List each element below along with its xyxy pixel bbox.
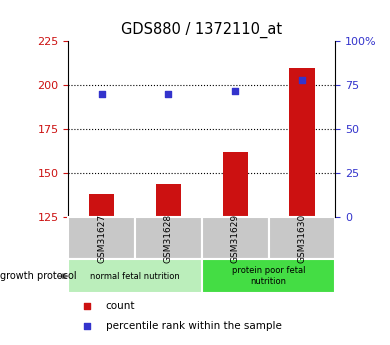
Bar — [289, 68, 315, 217]
Bar — [135, 217, 202, 259]
Point — [84, 303, 90, 308]
Point — [165, 91, 172, 97]
Bar — [89, 195, 114, 217]
Bar — [202, 217, 269, 259]
Text: growth protocol: growth protocol — [0, 271, 76, 281]
Text: protein poor fetal
nutrition: protein poor fetal nutrition — [232, 266, 305, 286]
Point — [84, 323, 90, 329]
Bar — [269, 217, 335, 259]
Text: GSM31627: GSM31627 — [97, 214, 106, 263]
Point — [99, 91, 105, 97]
Bar — [156, 184, 181, 217]
Bar — [223, 152, 248, 217]
Point — [299, 77, 305, 83]
Text: normal fetal nutrition: normal fetal nutrition — [90, 272, 180, 281]
Bar — [68, 217, 135, 259]
Bar — [202, 259, 335, 293]
Text: GSM31628: GSM31628 — [164, 214, 173, 263]
Text: GSM31629: GSM31629 — [231, 214, 240, 263]
Text: GSM31630: GSM31630 — [298, 214, 307, 263]
Text: count: count — [106, 301, 135, 311]
Text: percentile rank within the sample: percentile rank within the sample — [106, 321, 282, 331]
Bar — [68, 259, 202, 293]
Text: GDS880 / 1372110_at: GDS880 / 1372110_at — [121, 22, 282, 38]
Point — [232, 88, 238, 93]
